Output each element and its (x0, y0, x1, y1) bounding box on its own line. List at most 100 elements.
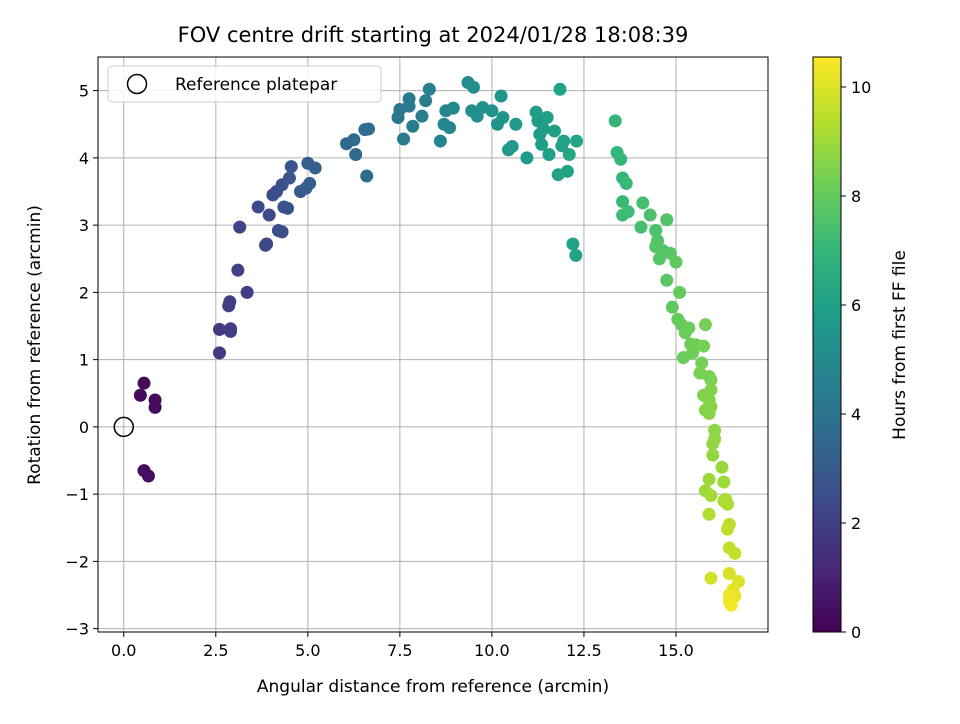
data-point (704, 571, 718, 585)
data-point (303, 176, 317, 190)
y-tick-label: −1 (65, 485, 89, 504)
data-point (665, 300, 679, 314)
data-point (660, 213, 674, 227)
data-point (212, 322, 226, 336)
data-point (608, 114, 622, 128)
data-point (706, 448, 720, 462)
data-point (702, 507, 716, 521)
data-point (251, 200, 265, 214)
x-axis-label: Angular distance from reference (arcmin) (257, 677, 609, 697)
data-point (697, 388, 711, 402)
data-point (212, 346, 226, 360)
data-point (570, 134, 584, 148)
data-point (231, 263, 245, 277)
colorbar-tick-label: 4 (851, 405, 861, 424)
data-point (349, 148, 363, 162)
data-point (402, 99, 416, 113)
data-point (702, 472, 716, 486)
colorbar-tick-label: 10 (851, 78, 871, 97)
data-point (652, 252, 666, 266)
data-point (281, 201, 295, 215)
colorbar-tick-label: 6 (851, 296, 861, 315)
data-point (621, 205, 635, 219)
data-point (673, 285, 687, 299)
data-point (505, 139, 519, 153)
data-point (649, 240, 663, 254)
data-point (728, 546, 742, 560)
colorbar-tick-label: 0 (851, 623, 861, 642)
data-point (540, 111, 554, 125)
data-point (682, 321, 696, 335)
data-point (446, 101, 460, 115)
data-point (695, 356, 709, 370)
data-point (614, 152, 628, 166)
data-point (547, 124, 561, 138)
data-point (698, 318, 712, 332)
data-point (542, 148, 556, 162)
data-point (697, 339, 711, 353)
data-point (485, 104, 499, 118)
data-point (262, 208, 276, 222)
grid-lines (98, 57, 768, 632)
y-axis-ticks: −3 −2 −1 0 1 2 3 4 5 (65, 82, 98, 639)
y-tick-label: 0 (79, 418, 89, 437)
data-point (636, 196, 650, 210)
data-point (360, 169, 374, 183)
data-point (704, 488, 718, 502)
y-tick-label: 3 (79, 216, 89, 235)
data-point (643, 208, 657, 222)
data-point (722, 588, 736, 602)
data-point (284, 160, 298, 174)
data-point (223, 295, 237, 309)
data-point (233, 220, 247, 234)
data-point (669, 255, 683, 269)
plot-frame (97, 56, 769, 633)
data-point (260, 237, 274, 251)
data-point (717, 475, 731, 489)
colorbar: 0 2 4 6 8 10 Hours from first FF file (812, 56, 910, 642)
data-point (557, 134, 571, 148)
data-point (660, 273, 674, 287)
x-tick-label: 15.0 (658, 641, 694, 660)
data-point (415, 109, 429, 123)
data-point (535, 137, 549, 151)
data-point (619, 176, 633, 190)
y-axis-label: Rotation from reference (arcmin) (25, 205, 45, 485)
data-point (722, 566, 736, 580)
data-point (553, 82, 567, 96)
legend: Reference platepar (107, 65, 382, 103)
data-point (308, 161, 322, 175)
data-point (240, 285, 254, 299)
data-point (634, 220, 648, 234)
legend-label: Reference platepar (175, 75, 337, 95)
y-tick-label: 2 (79, 283, 89, 302)
data-point (137, 376, 151, 390)
x-tick-label: 12.5 (566, 641, 602, 660)
data-point (422, 82, 436, 96)
data-point (496, 111, 510, 125)
y-tick-label: 4 (79, 149, 89, 168)
x-axis-ticks: 0.0 2.5 5.0 7.5 10.0 12.5 15.0 (111, 632, 694, 660)
data-point (406, 119, 420, 133)
data-point (702, 406, 716, 420)
data-point (347, 133, 361, 147)
y-tick-label: 1 (79, 351, 89, 370)
data-point (566, 237, 580, 251)
data-point (715, 460, 729, 474)
colorbar-tick-label: 8 (851, 187, 861, 206)
chart-title: FOV centre drift starting at 2024/01/28 … (178, 23, 689, 47)
y-tick-label: −3 (65, 620, 89, 639)
legend-marker-icon (126, 73, 148, 95)
data-point (275, 225, 289, 239)
data-point (560, 164, 574, 178)
data-point (721, 497, 735, 511)
data-point (443, 121, 457, 135)
colorbar-ticks: 0 2 4 6 8 10 (841, 78, 871, 642)
data-point (133, 388, 147, 402)
data-point (433, 134, 447, 148)
data-point (148, 400, 162, 414)
data-point (562, 148, 576, 162)
data-point (466, 80, 480, 94)
data-point (520, 151, 534, 165)
